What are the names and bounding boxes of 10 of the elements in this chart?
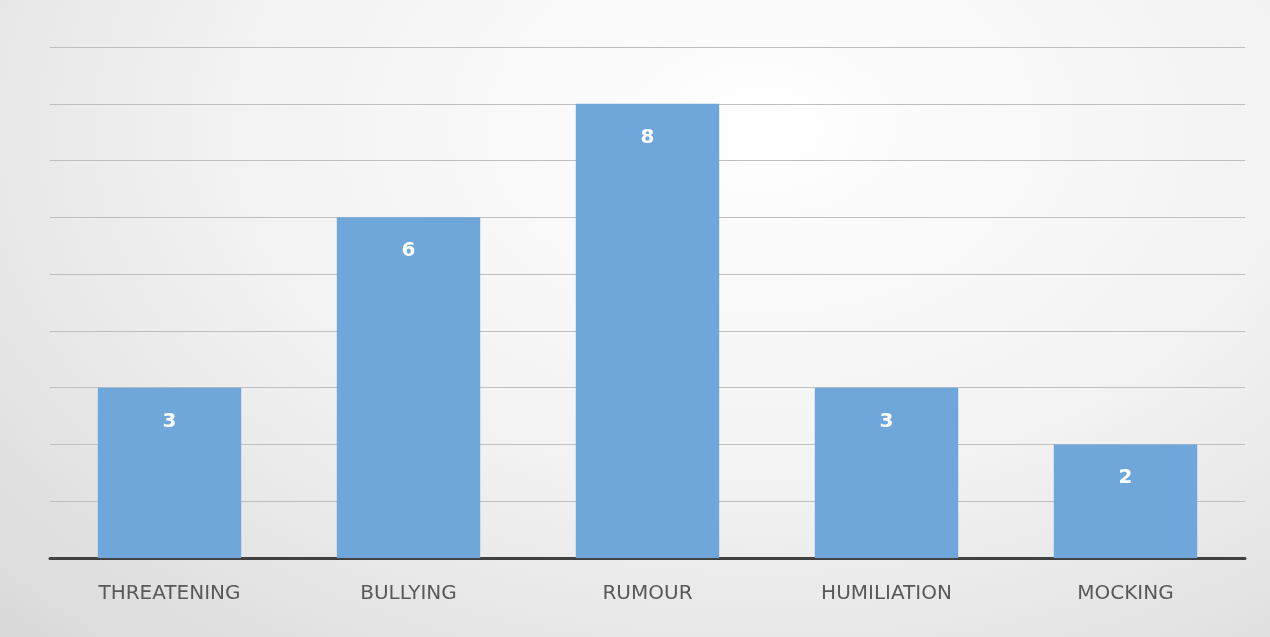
x-tick-label: MOCKING bbox=[1077, 580, 1174, 604]
data-label: 3 bbox=[162, 407, 177, 432]
data-label: 6 bbox=[401, 237, 416, 262]
x-tick-label: RUMOUR bbox=[602, 580, 693, 604]
x-tick-label: THREATENING bbox=[97, 580, 241, 604]
x-tick-label: BULLYING bbox=[360, 580, 457, 604]
data-label: 3 bbox=[879, 407, 894, 432]
x-tick-label: HUMILIATION bbox=[821, 580, 952, 604]
data-label: 8 bbox=[640, 123, 655, 148]
data-label: 2 bbox=[1118, 464, 1133, 489]
